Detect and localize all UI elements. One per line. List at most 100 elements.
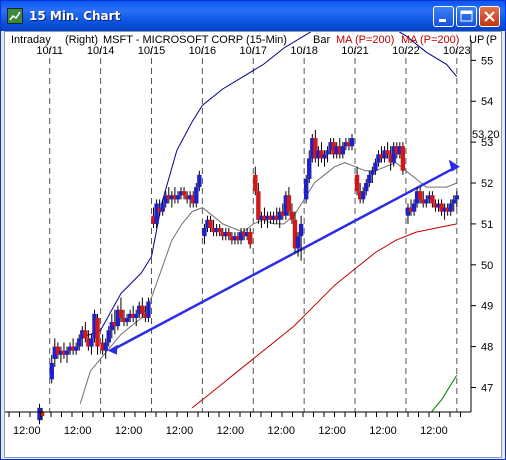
candle-body bbox=[214, 228, 219, 233]
bar-label: Bar bbox=[313, 34, 330, 46]
candle-body bbox=[337, 146, 342, 155]
candle-body bbox=[178, 191, 184, 196]
candle-body bbox=[49, 362, 54, 380]
candle-body bbox=[388, 154, 393, 163]
candle-body bbox=[194, 187, 199, 204]
ma2-label: MA (P=200) bbox=[401, 34, 459, 46]
candle-body bbox=[232, 236, 238, 241]
candle-body bbox=[244, 232, 250, 237]
candle-body bbox=[80, 330, 85, 339]
candle-body bbox=[115, 309, 121, 327]
candle-body bbox=[303, 178, 309, 200]
candle-body bbox=[319, 150, 324, 159]
ma_green-line bbox=[431, 374, 458, 413]
candle-body bbox=[417, 191, 423, 200]
close-button[interactable] bbox=[479, 6, 500, 27]
candle-body bbox=[289, 211, 295, 220]
candle-body bbox=[280, 211, 285, 216]
price-candles bbox=[37, 129, 460, 425]
candle-body bbox=[169, 195, 175, 200]
candle-body bbox=[112, 322, 118, 327]
candle-body bbox=[124, 317, 130, 323]
candle-body bbox=[202, 228, 207, 237]
window-title: 15 Min. Chart bbox=[29, 9, 121, 23]
time-tick-label: 12:00 bbox=[217, 425, 245, 437]
date-label: 10/18 bbox=[290, 45, 318, 57]
candle-body bbox=[322, 154, 327, 159]
candle-body bbox=[391, 146, 396, 163]
candle-body bbox=[357, 191, 363, 200]
price-tick-label: 54 bbox=[481, 96, 493, 108]
date-label: 10/11 bbox=[36, 45, 63, 57]
candle-body bbox=[83, 330, 88, 339]
candle-body bbox=[86, 338, 91, 347]
candle-body bbox=[400, 146, 406, 171]
time-tick-label: 12:00 bbox=[267, 425, 295, 437]
candle-body bbox=[235, 236, 241, 241]
candle-body bbox=[316, 150, 321, 159]
time-tick-label: 12:00 bbox=[369, 425, 397, 437]
candle-body bbox=[205, 219, 210, 228]
candle-body bbox=[191, 195, 196, 204]
title-bar[interactable]: 15 Min. Chart bbox=[1, 1, 505, 31]
candle-body bbox=[262, 215, 267, 220]
candle-body bbox=[100, 342, 105, 351]
candle-body bbox=[248, 232, 253, 245]
candle-body bbox=[370, 170, 375, 175]
chart-area[interactable]: 55 54 53 52 51 50 49 48 47 53.20 12:00 12:00 12:00 1… bbox=[4, 31, 502, 458]
maximize-button[interactable] bbox=[456, 6, 477, 27]
chart-app-icon bbox=[7, 8, 23, 24]
candle-body bbox=[226, 232, 232, 237]
candle-body bbox=[256, 191, 261, 220]
date-labels: 10/11 10/14 10/15 10/16 10/17 10/18 10/21 10/22… bbox=[36, 45, 470, 57]
candle-body bbox=[376, 154, 381, 163]
date-label: 10/23 bbox=[443, 45, 471, 57]
candle-body bbox=[130, 313, 136, 318]
candle-body bbox=[67, 346, 73, 351]
candle-body bbox=[340, 146, 346, 155]
upper-line bbox=[80, 32, 458, 339]
candle-body bbox=[439, 203, 444, 212]
candle-body bbox=[424, 199, 429, 204]
candle-body bbox=[166, 195, 171, 200]
ma_red-line bbox=[191, 223, 457, 409]
scale-side-label: (Right) bbox=[65, 34, 98, 46]
candle-body bbox=[414, 191, 420, 204]
candle-body bbox=[223, 232, 228, 237]
candle-body bbox=[37, 407, 42, 421]
candle-body bbox=[354, 174, 360, 192]
trend-arrowhead bbox=[448, 159, 460, 172]
candle-body bbox=[385, 150, 390, 155]
candle-body bbox=[73, 346, 79, 351]
candle-body bbox=[208, 219, 213, 228]
candle-body bbox=[364, 183, 369, 192]
candle-body bbox=[95, 317, 100, 347]
time-tick-label: 12:00 bbox=[166, 425, 194, 437]
candle-body bbox=[328, 142, 333, 151]
date-label: 10/16 bbox=[189, 45, 217, 57]
price-tick-label: 47 bbox=[481, 382, 493, 394]
candle-body bbox=[157, 207, 162, 212]
candle-body bbox=[181, 191, 187, 196]
candle-body bbox=[442, 207, 447, 212]
minimize-button[interactable] bbox=[433, 6, 454, 27]
candle-body bbox=[58, 350, 64, 355]
trend-line bbox=[110, 165, 458, 352]
price-axis: 55 54 53 52 51 50 49 48 47 53.20 bbox=[471, 55, 500, 394]
candle-body bbox=[220, 232, 225, 237]
candle-body bbox=[360, 191, 366, 200]
price-tick-label: 52 bbox=[481, 178, 493, 190]
candle-body bbox=[259, 215, 264, 220]
maximize-icon bbox=[460, 10, 473, 22]
candle-body bbox=[106, 330, 111, 343]
candle-body bbox=[109, 322, 114, 331]
grid-lines bbox=[49, 48, 458, 412]
time-tick-label: 12:00 bbox=[64, 425, 92, 437]
time-tick-label: 12:00 bbox=[318, 425, 346, 437]
candle-body bbox=[448, 203, 453, 212]
candle-body bbox=[151, 215, 156, 224]
candle-body bbox=[52, 346, 57, 359]
candle-body bbox=[325, 150, 330, 155]
candle-body bbox=[295, 236, 301, 249]
